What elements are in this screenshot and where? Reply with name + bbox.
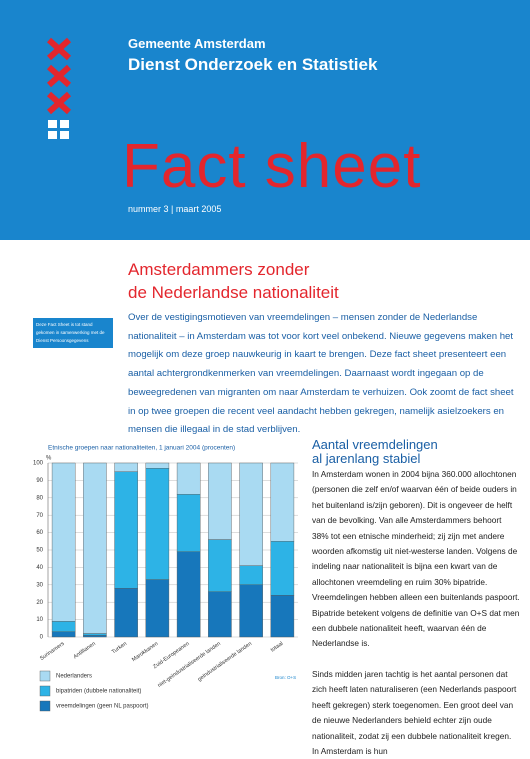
bar-segment [176,462,201,495]
bar-segment [270,462,295,542]
x-tick-label: niet-geïndustrialiseerde landen [157,641,222,689]
bar-segment [239,462,263,566]
y-tick-label: 100 [33,461,44,467]
bar-segment [176,494,201,552]
y-tick-label: 50 [36,548,43,554]
intro: Over de vestigingsmotieven van vreemdeli… [128,312,514,436]
section-title-line: Aantal vreemdelingen [312,437,438,452]
title-line: Amsterdammers zonder [128,260,310,279]
bar-segment [145,462,170,469]
x-tick-label: Surinamers [39,641,66,662]
x-tick-label: geïndustrialiseerde landen [197,641,253,683]
note: Deze Fact Sheet is tot stand gekomen in … [33,318,113,348]
x-tick-label: totaal [270,641,284,654]
bar-segment [145,579,170,638]
x-tick-label: Marokkanen [131,641,159,663]
bar-segment [83,635,107,638]
bar-segment [51,621,76,632]
legend-label: vreemdelingen (geen NL paspoort) [56,704,149,710]
x-tick-label: Turken [111,641,128,656]
x-tick-label: Antillianen [73,641,97,660]
bar-segment [51,631,76,638]
y-tick-label: 10 [36,617,43,623]
legend-swatch [39,700,51,712]
y-tick-label: 20 [36,600,43,606]
section-title: Aantal vreemdelingen al jarenlang stabie… [312,438,438,466]
bar-segment [114,471,138,589]
bar-segment [208,591,232,638]
bar-segment [270,595,295,638]
org: Gemeente Amsterdam [128,36,266,51]
chart-title: Etnische groepen naar nationaliteiten, 1… [48,445,235,452]
bar-segment [83,633,107,636]
bar-segment [83,462,107,634]
paragraph: Sinds midden jaren tachtig is het aantal… [312,668,517,756]
issue: nummer 3 | maart 2005 [128,204,222,214]
legend-swatch [39,670,51,682]
body: In Amsterdam wonen in 2004 bijna 360.000… [312,467,520,759]
bar-segment [239,584,263,638]
article-title: Amsterdammers zonder de Nederlandse nati… [128,258,339,304]
y-tick-label: 90 [36,478,43,484]
y-tick-label: 80 [36,495,43,501]
legend-swatch [39,685,51,697]
y-tick-label: 40 [36,565,43,571]
paragraph: In Amsterdam wonen in 2004 bijna 360.000… [312,469,520,649]
bar-segment [114,462,138,472]
header: Gemeente Amsterdam Dienst Onderzoek en S… [0,0,530,240]
bar-segment [239,565,263,586]
section-title-line: al jarenlang stabiel [312,451,421,466]
bar-segment [270,541,295,596]
dept: Dienst Onderzoek en Statistiek [128,55,378,74]
y-tick-label: 30 [36,582,43,588]
bar-segment [51,462,76,622]
doc-title: Fact sheet [122,132,422,201]
y-tick-label: 70 [36,513,43,519]
bar-segment [176,551,201,638]
title-line: de Nederlandse nationaliteit [128,283,339,302]
logo [46,37,72,139]
source: Bron: O+S [275,675,296,680]
chart: Etnische groepen naar nationaliteiten, 1… [33,445,298,712]
legend-label: bipatriden (dubbele nationaliteit) [56,689,141,695]
bar-segment [208,539,232,592]
y-tick-label: 60 [36,530,43,536]
bar-segment [114,588,138,638]
y-tick-label: 0 [40,635,44,641]
legend-label: Nederlanders [56,674,92,680]
y-unit: % [46,456,52,462]
bar-segment [145,468,170,580]
bar-segment [208,462,232,540]
